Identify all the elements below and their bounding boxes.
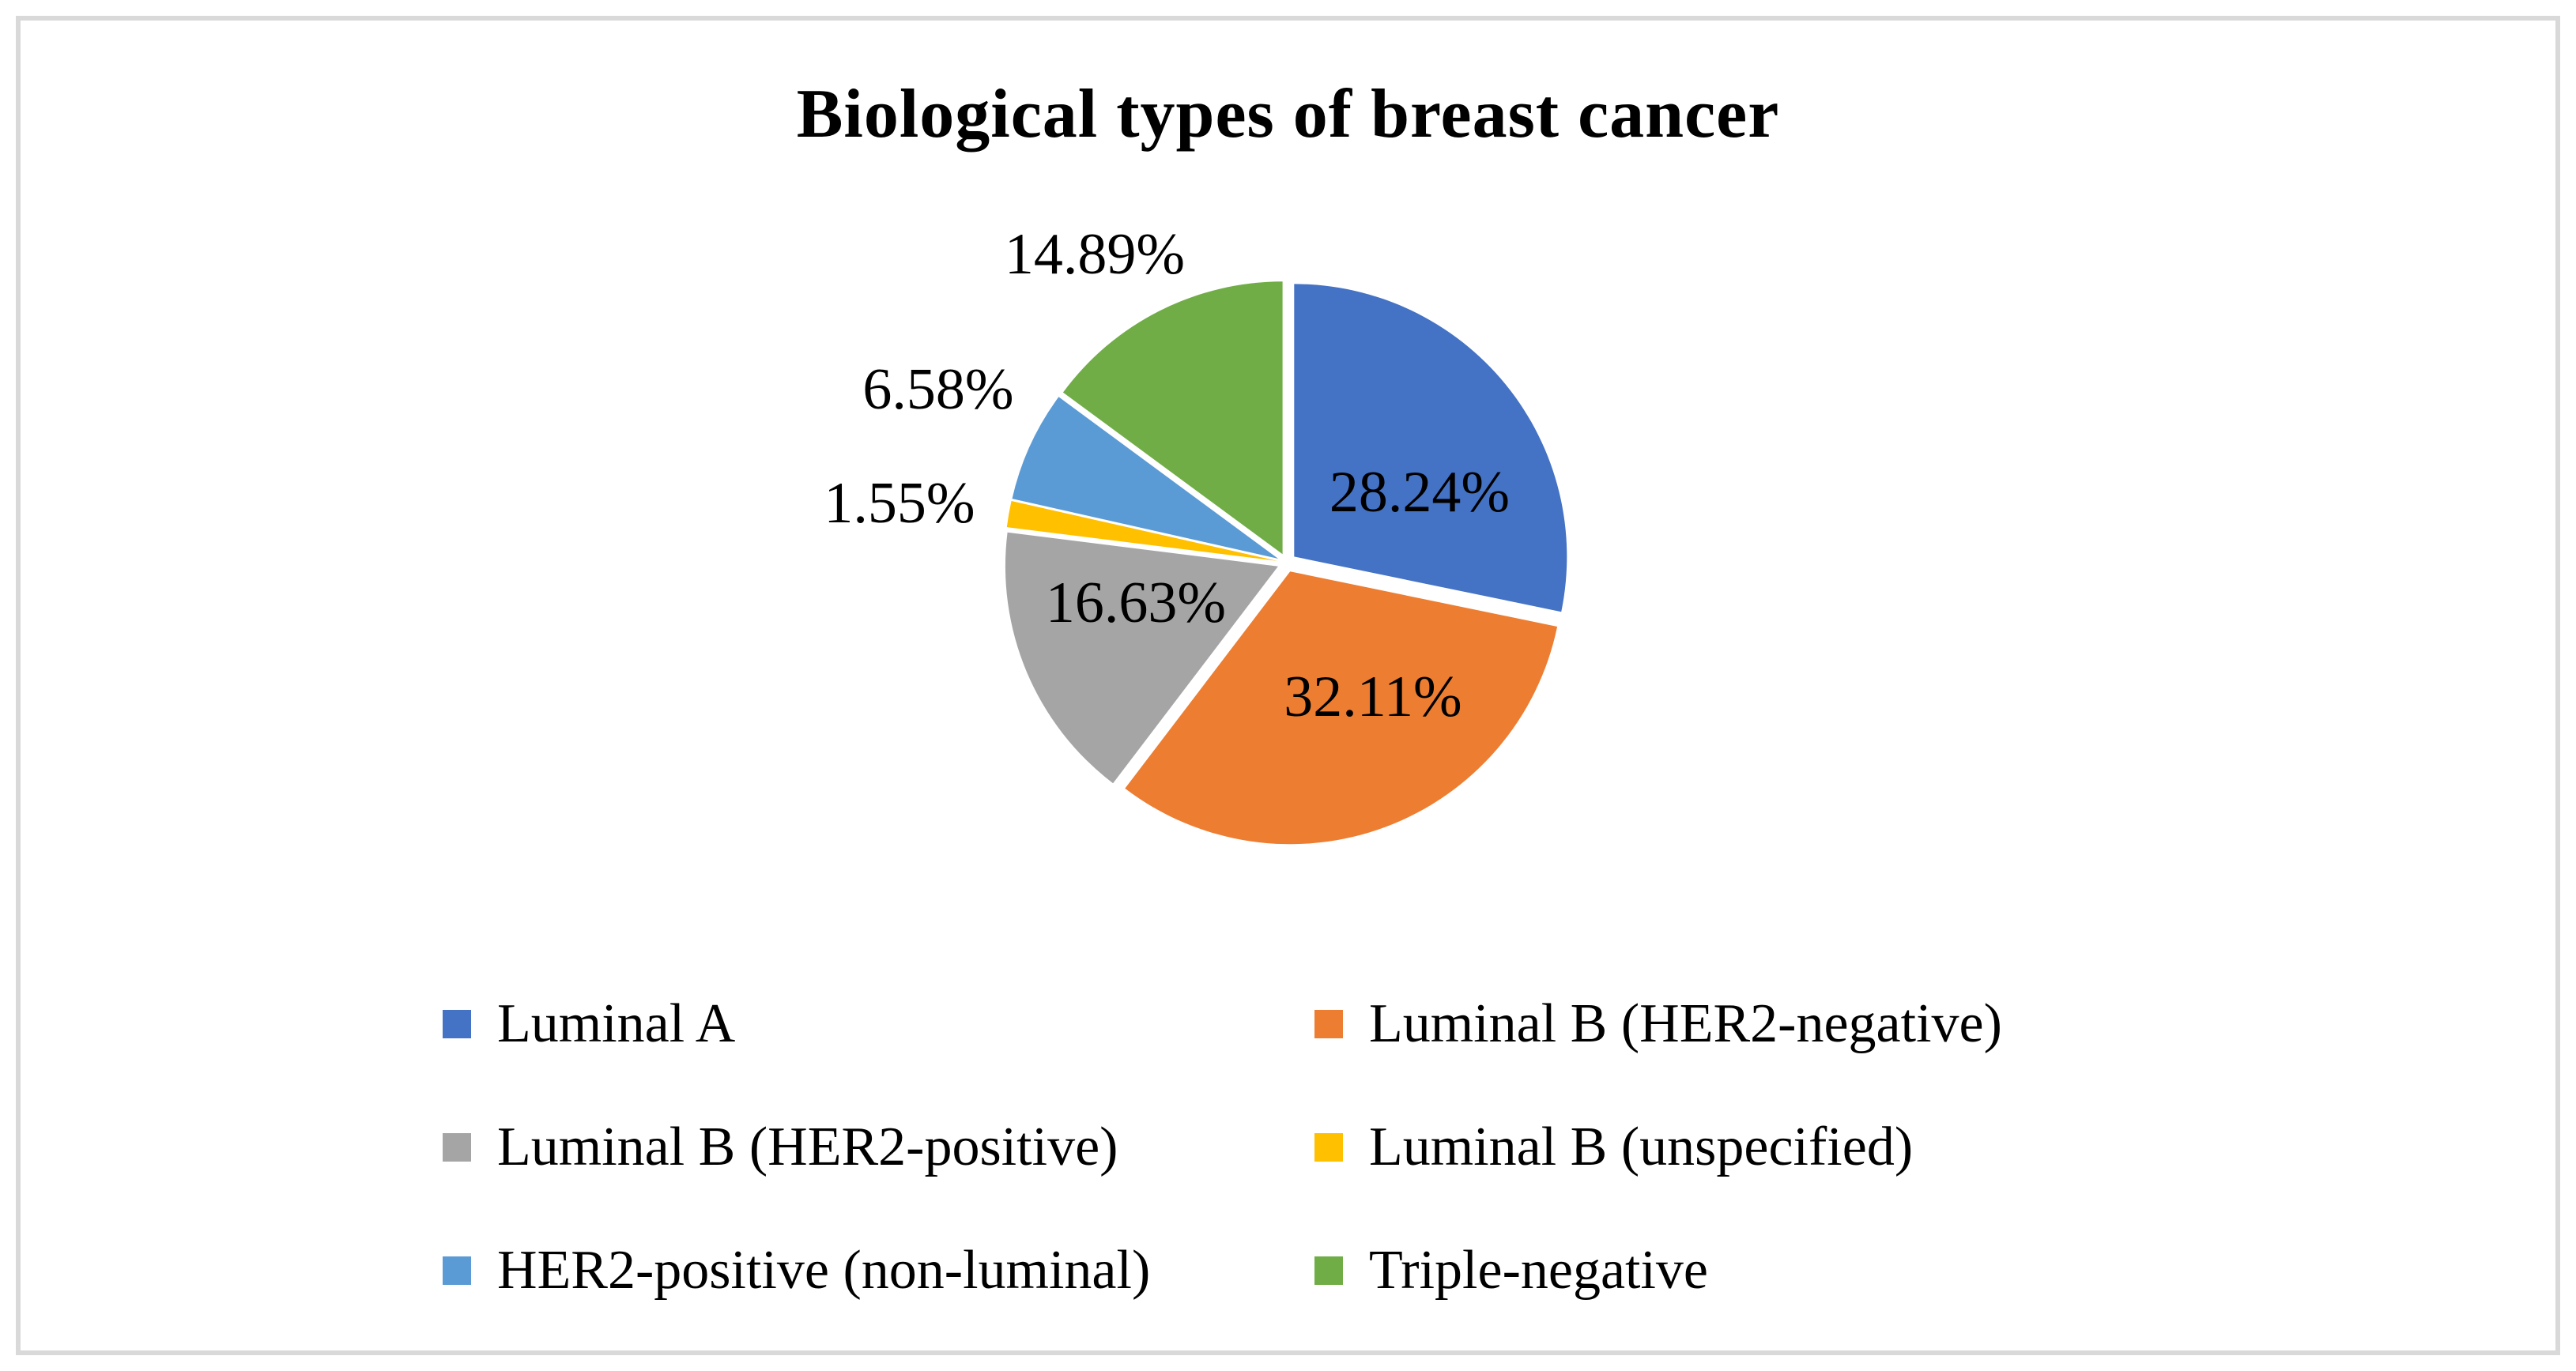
slice-label-luminal-b-her2-negative: 32.11%	[1284, 665, 1461, 729]
legend-label-her2-positive-non-luminal: HER2-positive (non-luminal)	[497, 1240, 1151, 1301]
legend-swatch-her2-positive-non-luminal	[443, 1256, 471, 1285]
legend-label-luminal-b-unspecified: Luminal B (unspecified)	[1369, 1117, 1914, 1177]
legend-swatch-luminal-b-unspecified	[1314, 1133, 1343, 1162]
legend-swatch-luminal-a	[443, 1010, 471, 1038]
legend-swatch-luminal-b-her2-negative	[1314, 1010, 1343, 1038]
legend-swatch-triple-negative	[1314, 1256, 1343, 1285]
legend-label-triple-negative: Triple-negative	[1369, 1240, 1708, 1301]
slice-label-triple-negative: 14.89%	[1005, 222, 1185, 287]
legend-label-luminal-b-her2-negative: Luminal B (HER2-negative)	[1369, 993, 2002, 1054]
legend-item-luminal-b-unspecified: Luminal B (unspecified)	[1314, 1120, 2002, 1175]
slice-label-luminal-b-unspecified: 1.55%	[824, 471, 975, 536]
legend-item-luminal-a: Luminal A	[443, 996, 1314, 1052]
pie-slice-luminal-b-unspecified	[1006, 501, 1278, 561]
legend-item-her2-positive-non-luminal: HER2-positive (non-luminal)	[443, 1243, 1314, 1298]
legend-swatch-luminal-b-her2-positive	[443, 1133, 471, 1162]
slice-label-her2-positive-non-luminal: 6.58%	[862, 357, 1013, 422]
legend-label-luminal-b-her2-positive: Luminal B (HER2-positive)	[497, 1117, 1118, 1177]
legend-item-triple-negative: Triple-negative	[1314, 1243, 2002, 1298]
pie-slice-luminal-b-her2-negative	[1125, 571, 1558, 845]
chart-title: Biological types of breast cancer	[796, 76, 1780, 153]
legend-item-luminal-b-her2-negative: Luminal B (HER2-negative)	[1314, 996, 2002, 1052]
legend: Luminal A Luminal B (HER2-negative) Lumi…	[443, 962, 2002, 1332]
pie-slice-luminal-b-her2-positive	[1005, 532, 1278, 784]
slice-label-luminal-a: 28.24%	[1329, 460, 1510, 525]
slice-label-luminal-b-her2-positive: 16.63%	[1046, 571, 1226, 635]
legend-label-luminal-a: Luminal A	[497, 993, 736, 1054]
legend-item-luminal-b-her2-positive: Luminal B (HER2-positive)	[443, 1120, 1314, 1175]
pie-slice-her2-positive-non-luminal	[1012, 397, 1279, 559]
pie-slice-luminal-a	[1294, 284, 1567, 612]
pie-slice-triple-negative	[1062, 281, 1283, 555]
